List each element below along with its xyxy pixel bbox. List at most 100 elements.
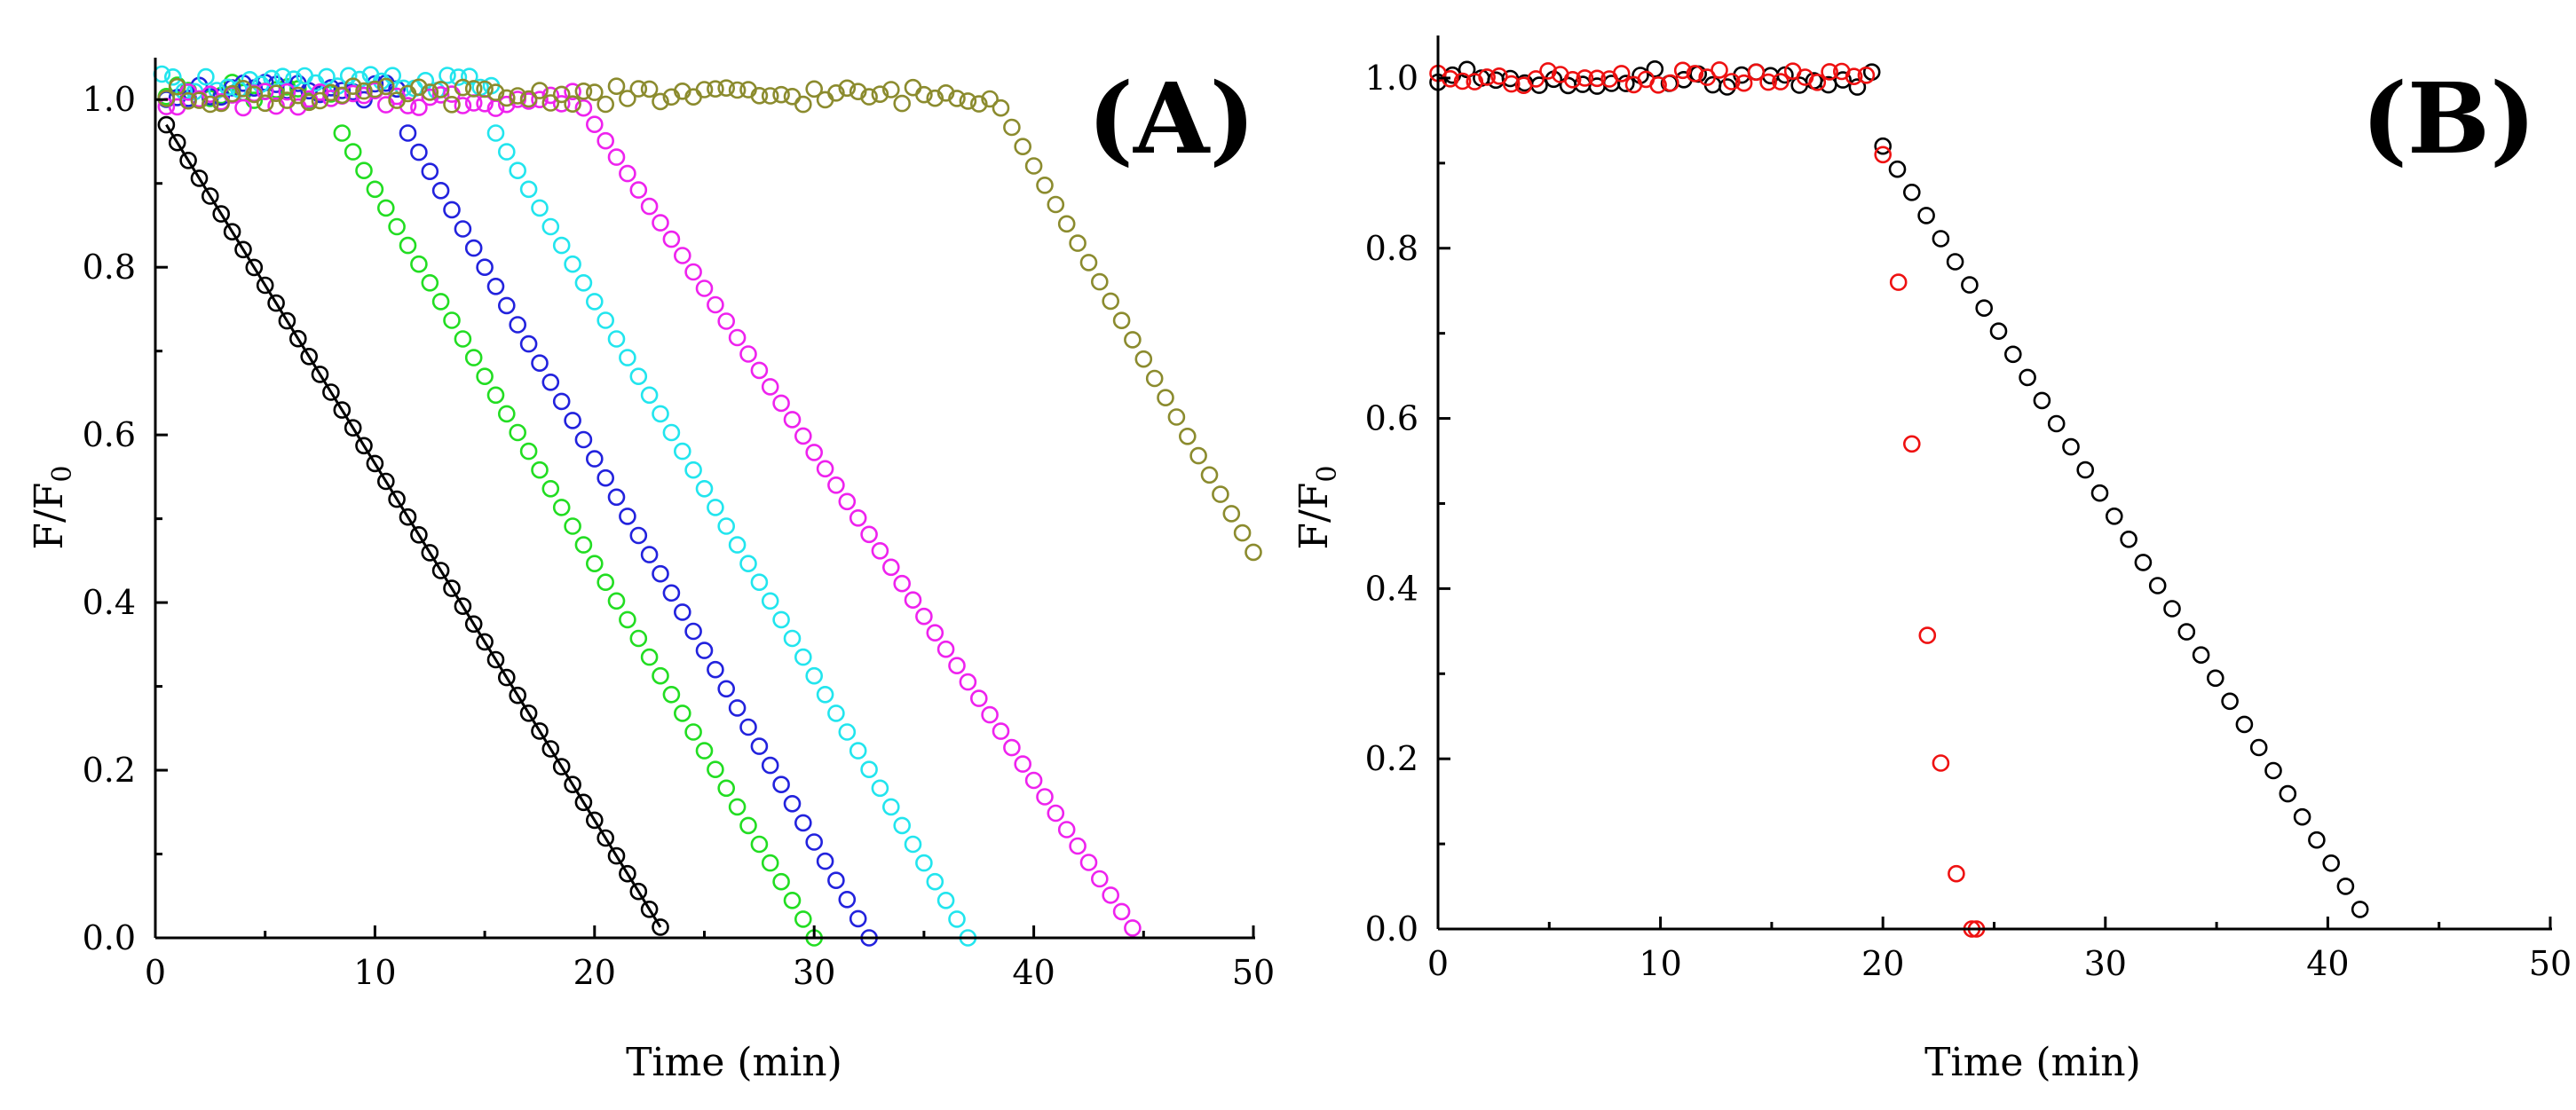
data-point-green: [728, 798, 747, 816]
data-point-red: [1723, 73, 1741, 91]
data-point-olive: [597, 95, 615, 114]
data-point-black: [179, 152, 197, 169]
data-point-olive: [1212, 485, 1229, 503]
y-tick-label: 0.6: [1365, 399, 1418, 438]
data-point-black: [1975, 299, 1993, 318]
data-point-olive: [464, 80, 483, 98]
data-point-black: [629, 882, 648, 901]
data-point-olive: [992, 98, 1010, 117]
data-point-black: [1834, 71, 1852, 89]
data-point-green: [640, 648, 659, 666]
data-point-black: [366, 454, 384, 473]
data-point-olive: [1102, 292, 1119, 311]
data-point-olive: [519, 90, 538, 108]
data-point-black: [619, 864, 636, 883]
data-point-olive: [915, 85, 933, 104]
data-point-olive: [223, 84, 241, 103]
data-point-olive: [552, 85, 571, 104]
data-point-green: [684, 723, 702, 741]
data-point-black: [464, 615, 483, 634]
data-point-green: [388, 217, 406, 236]
data-point-olive: [827, 84, 845, 102]
y-tick-label: 1.0: [83, 80, 136, 119]
data-point-blue: [717, 680, 736, 698]
data-point-magenta: [376, 96, 395, 114]
data-point-red: [1527, 70, 1545, 88]
data-point-green: [476, 367, 494, 386]
data-point-cyan: [936, 891, 955, 909]
data-point-cyan: [531, 199, 549, 217]
data-point-blue: [838, 890, 857, 909]
data-point-cyan: [673, 442, 691, 461]
data-point-black: [245, 258, 264, 277]
data-point-olive: [300, 93, 319, 112]
data-point-olive: [652, 92, 669, 111]
data-point-green: [421, 273, 439, 292]
data-point-blue: [410, 143, 428, 161]
data-point-black: [2279, 784, 2297, 803]
data-point-blue: [597, 468, 615, 487]
data-point-olive: [1069, 234, 1087, 252]
data-point-red: [1711, 61, 1728, 79]
data-point-black: [2106, 507, 2123, 525]
data-point-green: [574, 536, 593, 554]
data-point-cyan: [574, 273, 593, 292]
series-blue: [157, 74, 878, 947]
data-point-magenta: [1036, 788, 1054, 806]
series-black: [1429, 60, 2369, 918]
data-point-red: [1686, 65, 1704, 83]
data-point-green: [519, 442, 538, 461]
data-point-red: [1759, 73, 1777, 91]
data-point-cyan: [684, 461, 702, 479]
panel-a-y-axis-title: F/F0: [27, 466, 78, 550]
data-point-magenta: [597, 131, 615, 150]
data-point-black: [1874, 137, 1892, 155]
data-point-olive: [750, 87, 769, 105]
data-point-magenta: [893, 574, 912, 593]
data-point-blue: [652, 564, 669, 583]
data-point-black: [652, 918, 669, 936]
data-point-green: [585, 555, 604, 573]
data-point-black: [333, 401, 352, 419]
data-point-black: [1458, 60, 1476, 79]
data-point-green: [607, 592, 626, 610]
data-point-cyan: [881, 798, 900, 816]
data-point-black: [564, 775, 581, 794]
x-tick-label: 10: [1639, 944, 1681, 983]
data-point-olive: [376, 77, 395, 96]
y-tick-label: 0.8: [1365, 229, 1418, 268]
panel-a-y-axis-title-sub: 0: [47, 466, 78, 483]
data-point-cyan: [486, 124, 505, 142]
x-tick-label: 50: [2529, 944, 2572, 983]
data-point-olive: [190, 91, 209, 109]
data-point-black: [2308, 831, 2326, 849]
data-point-red: [1539, 62, 1557, 80]
x-tick-label: 30: [2084, 944, 2127, 983]
data-point-black: [278, 311, 296, 330]
data-point-red: [1612, 65, 1631, 83]
data-point-black: [201, 187, 219, 205]
y-tick-label: 0.4: [83, 583, 136, 622]
data-point-black: [2163, 600, 2181, 618]
data-point-cyan: [640, 386, 659, 405]
data-point-olive: [585, 83, 604, 101]
data-point-black: [2120, 530, 2137, 548]
data-point-green: [399, 236, 417, 255]
data-point-olive: [333, 86, 352, 105]
data-point-black: [486, 650, 505, 669]
data-point-green: [541, 479, 560, 498]
data-point-blue: [541, 373, 560, 391]
data-point-olive: [695, 81, 714, 98]
data-point-black: [454, 597, 472, 616]
data-point-olive: [640, 80, 659, 98]
data-point-olive: [1003, 118, 1021, 137]
data-point-black: [223, 223, 241, 241]
data-point-magenta: [992, 722, 1010, 740]
data-point-black: [2062, 437, 2080, 456]
data-point-black: [552, 758, 571, 775]
panel-a-x-axis-title: Time (min): [626, 1040, 842, 1085]
data-point-green: [619, 610, 636, 629]
data-point-magenta: [761, 378, 779, 396]
data-point-black: [2047, 414, 2066, 433]
data-point-blue: [640, 546, 659, 563]
